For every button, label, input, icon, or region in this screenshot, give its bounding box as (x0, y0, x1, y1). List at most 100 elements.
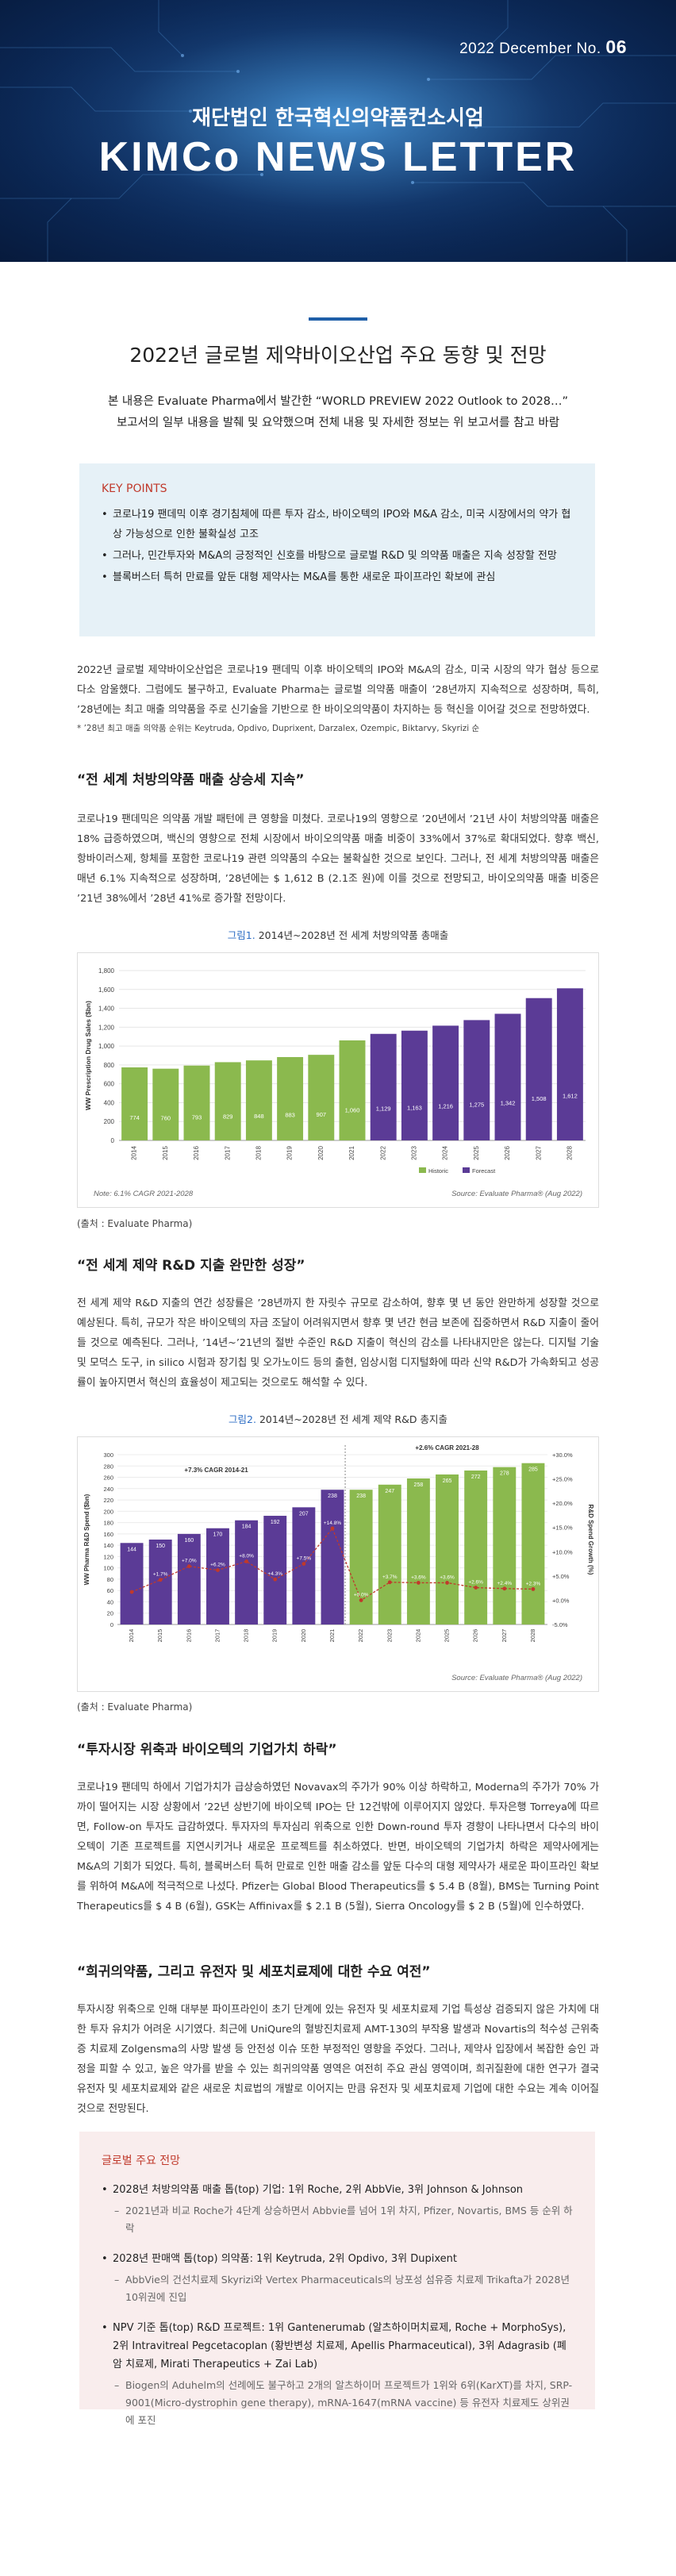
x-tick-label: 2022 (357, 1629, 364, 1643)
bar-value-label: 184 (242, 1524, 252, 1530)
bar-2014 (121, 1067, 148, 1140)
bar-2015 (148, 1540, 172, 1624)
growth-label: +6.2% (210, 1563, 225, 1568)
bar-value-label: 1,612 (563, 1092, 578, 1099)
bar-2024 (406, 1478, 430, 1624)
bar-value-label: 278 (500, 1471, 509, 1477)
section4-heading: “희귀의약품, 그리고 유전자 및 세포치료제에 대한 수요 여전” (77, 1964, 431, 1980)
bar-value-label: 258 (414, 1482, 424, 1488)
x-tick-label: 2028 (567, 1146, 574, 1160)
y2-tick-label: +15.0% (552, 1524, 573, 1532)
x-tick-label: 2021 (348, 1146, 355, 1160)
highlight-item: NPV 기준 톱(top) R&D 프로젝트: 1위 Gantenerumab … (102, 2319, 573, 2429)
bar-2023 (401, 1030, 428, 1140)
bar-2018 (235, 1520, 259, 1624)
y2-tick-label: -5.0% (552, 1621, 568, 1628)
x-tick-label: 2020 (300, 1629, 307, 1643)
x-tick-label: 2025 (444, 1629, 451, 1643)
highlights-title: 글로벌 주요 전망 (102, 2155, 181, 2167)
section2-paragraph: 전 세계 제약 R&D 지출의 연간 성장률은 ’28년까지 한 자릿수 규모로… (77, 1298, 599, 1389)
figure2-label: 그림2. (229, 1413, 256, 1425)
y-axis-title: WW Pharma R&D Spend ($bn) (83, 1494, 90, 1585)
bar-2015 (152, 1068, 179, 1140)
x-tick-label: 2028 (529, 1629, 536, 1643)
lede-line-2: 보고서의 일부 내용을 발췌 및 요약했으며 전체 내용 및 자세한 정보는 위… (116, 417, 560, 429)
bar-2027 (525, 998, 552, 1140)
figure1-label: 그림1. (227, 929, 255, 941)
y-tick-label: 20 (107, 1610, 113, 1617)
key-point-item: 그러나, 민간투자와 M&A의 긍정적인 신호를 바탕으로 글로벌 R&D 및 … (102, 546, 573, 566)
y-tick-label: 1,200 (98, 1024, 115, 1031)
growth-point (302, 1562, 306, 1566)
bar-2019 (277, 1057, 304, 1140)
chart1-note: Note: 6.1% CAGR 2021-2028 (94, 1190, 194, 1198)
key-points-title: KEY POINTS (102, 483, 167, 495)
bar-value-label: 883 (285, 1112, 295, 1119)
growth-label: +4.3% (267, 1571, 282, 1577)
bar-2028 (556, 988, 583, 1140)
x-tick-label: 2020 (317, 1146, 325, 1160)
y2-tick-label: +25.0% (552, 1476, 573, 1483)
bar-2020 (292, 1507, 316, 1624)
intro-paragraph: 2022년 글로벌 제약바이오산업은 코로나19 팬데믹 이후 바이오텍의 IP… (77, 664, 599, 716)
legend-forecast-label: Forecast (472, 1167, 496, 1175)
y-tick-label: 600 (104, 1081, 115, 1088)
x-tick-label: 2014 (131, 1146, 138, 1160)
growth-line (131, 1527, 533, 1601)
x-tick-label: 2025 (473, 1146, 480, 1160)
bar-2016 (183, 1065, 210, 1140)
bar-value-label: 192 (271, 1520, 280, 1525)
bar-2025 (436, 1474, 459, 1624)
organization-name: 재단법인 한국혁신의약품컨소시엄 (192, 106, 484, 130)
x-tick-label: 2023 (411, 1146, 418, 1160)
bar-value-label: 170 (213, 1532, 223, 1538)
key-point-item: 코로나19 팬데믹 이후 경기침체에 따른 투자 감소, 바이오텍의 IPO와 … (102, 505, 573, 544)
article-title: 2022년 글로벌 제약바이오산업 주요 동향 및 전망 (129, 344, 547, 367)
x-tick-label: 2023 (386, 1629, 393, 1643)
figure1-source: (출처 : Evaluate Pharma) (77, 1218, 193, 1229)
y-tick-label: 120 (103, 1553, 113, 1560)
section1-paragraph: 코로나19 팬데믹은 의약품 개발 패턴에 큰 영향을 미쳤다. 코로나19의 … (77, 813, 599, 905)
y-tick-label: 260 (103, 1474, 113, 1482)
highlight-item: 2028년 처방의약품 매출 톱(top) 기업: 1위 Roche, 2위 A… (102, 2181, 573, 2237)
figure1-caption: 그림1. 2014년~2028년 전 세계 처방의약품 총매출 (0, 927, 676, 942)
bar-value-label: 160 (184, 1538, 194, 1544)
newsletter-title: KIMCo NEWS LETTER (98, 134, 578, 180)
figure2-source: (출처 : Evaluate Pharma) (77, 1701, 193, 1713)
growth-point (531, 1586, 536, 1591)
bar-2022 (349, 1490, 373, 1624)
bar-value-label: 793 (192, 1114, 202, 1121)
y-tick-label: 180 (103, 1520, 113, 1527)
legend-historic-swatch (419, 1167, 426, 1173)
x-tick-label: 2021 (328, 1629, 336, 1643)
bar-value-label: 285 (528, 1467, 538, 1473)
x-tick-label: 2016 (185, 1629, 192, 1643)
bar-2016 (177, 1533, 201, 1624)
y-tick-label: 0 (110, 1621, 113, 1628)
growth-label: +1.7% (153, 1572, 168, 1578)
y-tick-label: 800 (104, 1062, 115, 1069)
growth-point (359, 1598, 363, 1602)
bar-value-label: 907 (317, 1111, 327, 1118)
y2-tick-label: +30.0% (552, 1451, 573, 1459)
article-lede: 본 내용은 Evaluate Pharma에서 발간한 “WORLD PREVI… (48, 391, 628, 434)
title-accent-bar (309, 317, 367, 321)
figure2-chart-frame: 0 20 40 60 80 100 120 140 160 180 200 220 240 260 280 3… (77, 1436, 599, 1692)
key-points-box: KEY POINTS 코로나19 팬데믹 이후 경기침체에 따른 투자 감소, … (79, 463, 595, 636)
bar-2018 (245, 1060, 272, 1140)
y-tick-label: 1,000 (98, 1043, 115, 1050)
y-tick-label: 1,600 (98, 986, 115, 994)
growth-label: +3.6% (411, 1574, 426, 1580)
cagr-annotation-forecast: +2.6% CAGR 2021-28 (415, 1444, 479, 1451)
section3-heading: “투자시장 위축과 바이오텍의 기업가치 하락” (77, 1742, 337, 1758)
bar-2019 (263, 1516, 287, 1624)
cagr-annotation-historic: +7.3% CAGR 2014-21 (184, 1467, 248, 1474)
x-tick-label: 2026 (472, 1629, 479, 1643)
bar-2022 (370, 1033, 397, 1140)
x-tick-label: 2014 (128, 1629, 135, 1643)
bar-2026 (464, 1470, 488, 1624)
y-axis-title: WW Prescription Drug Sales ($bn) (84, 1001, 92, 1110)
legend-historic-label: Historic (428, 1167, 448, 1175)
section2-heading: “전 세계 제약 R&D 지출 완만한 성장” (77, 1258, 305, 1274)
